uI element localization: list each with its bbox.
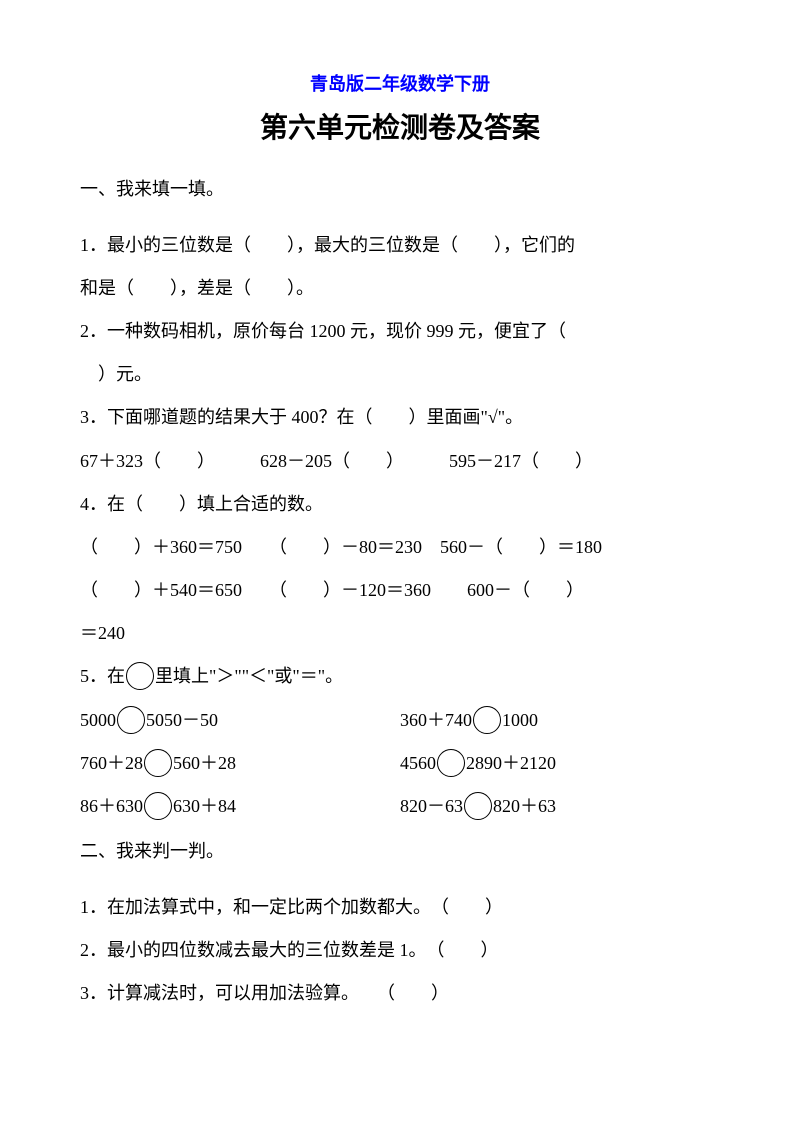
- comp-left: 820－63: [400, 796, 463, 816]
- comp-left: 86＋630: [80, 796, 143, 816]
- q4-row-3: ＝240: [80, 612, 720, 655]
- s2-q1: 1．在加法算式中，和一定比两个加数都大。 （ ）: [80, 886, 720, 929]
- q4-stem: 4．在（ ）填上合适的数。: [80, 483, 720, 526]
- comp-2b: 4560 2890＋2120: [400, 742, 720, 785]
- q5-suffix: 里填上"＞""＜"或"＝"。: [155, 666, 343, 686]
- q3-options: 67＋323（ ） 628－205（ ） 595－217（ ）: [80, 440, 720, 483]
- circle-icon: [117, 706, 145, 734]
- comp-2a: 760＋28 560＋28: [80, 742, 400, 785]
- comp-right: 820＋63: [493, 796, 556, 816]
- comp-right: 630＋84: [173, 796, 236, 816]
- comp-1b: 360＋740 1000: [400, 699, 720, 742]
- q5-prefix: 5．在: [80, 666, 125, 686]
- circle-icon: [144, 792, 172, 820]
- comp-left: 760＋28: [80, 753, 143, 773]
- subtitle: 青岛版二年级数学下册: [80, 70, 720, 96]
- q1-line-a: 1．最小的三位数是（ ），最大的三位数是（ ），它们的: [80, 224, 720, 267]
- circle-icon: [473, 706, 501, 734]
- comp-right: 2890＋2120: [466, 753, 556, 773]
- q5-stem: 5．在 里填上"＞""＜"或"＝"。: [80, 655, 720, 698]
- comp-left: 4560: [400, 753, 436, 773]
- q2-line-a: 2．一种数码相机，原价每台 1200 元，现价 999 元，便宜了（: [80, 310, 720, 353]
- circle-icon: [464, 792, 492, 820]
- comp-left: 360＋740: [400, 710, 472, 730]
- circle-icon: [144, 749, 172, 777]
- comp-right: 5050－50: [146, 710, 218, 730]
- main-title: 第六单元检测卷及答案: [80, 106, 720, 146]
- worksheet-page: 青岛版二年级数学下册 第六单元检测卷及答案 一、我来填一填。 1．最小的三位数是…: [0, 0, 800, 1132]
- q5-comparisons: 5000 5050－50 360＋740 1000 760＋28 560＋28 456…: [80, 699, 720, 829]
- comp-left: 5000: [80, 710, 116, 730]
- q4-row-2: （ ）＋540＝650 （ ）－120＝360 600－（ ）: [80, 569, 720, 612]
- comp-1a: 5000 5050－50: [80, 699, 400, 742]
- comp-3b: 820－63 820＋63: [400, 785, 720, 828]
- comp-right: 560＋28: [173, 753, 236, 773]
- section-2-heading: 二、我来判一判。: [80, 832, 720, 872]
- s2-q3: 3．计算减法时，可以用加法验算。 （ ）: [80, 972, 720, 1015]
- circle-icon: [126, 662, 154, 690]
- q1-line-b: 和是（ ），差是（ ）。: [80, 267, 720, 310]
- q4-row-1: （ ）＋360＝750 （ ）－80＝230 560－（ ）＝180: [80, 526, 720, 569]
- circle-icon: [437, 749, 465, 777]
- s2-q2: 2．最小的四位数减去最大的三位数差是 1。 （ ）: [80, 929, 720, 972]
- comp-right: 1000: [502, 710, 538, 730]
- q2-line-b: ）元。: [80, 353, 720, 396]
- section-1-heading: 一、我来填一填。: [80, 170, 720, 210]
- comp-3a: 86＋630 630＋84: [80, 785, 400, 828]
- q3-stem: 3．下面哪道题的结果大于 400？在（ ）里面画"√"。: [80, 396, 720, 439]
